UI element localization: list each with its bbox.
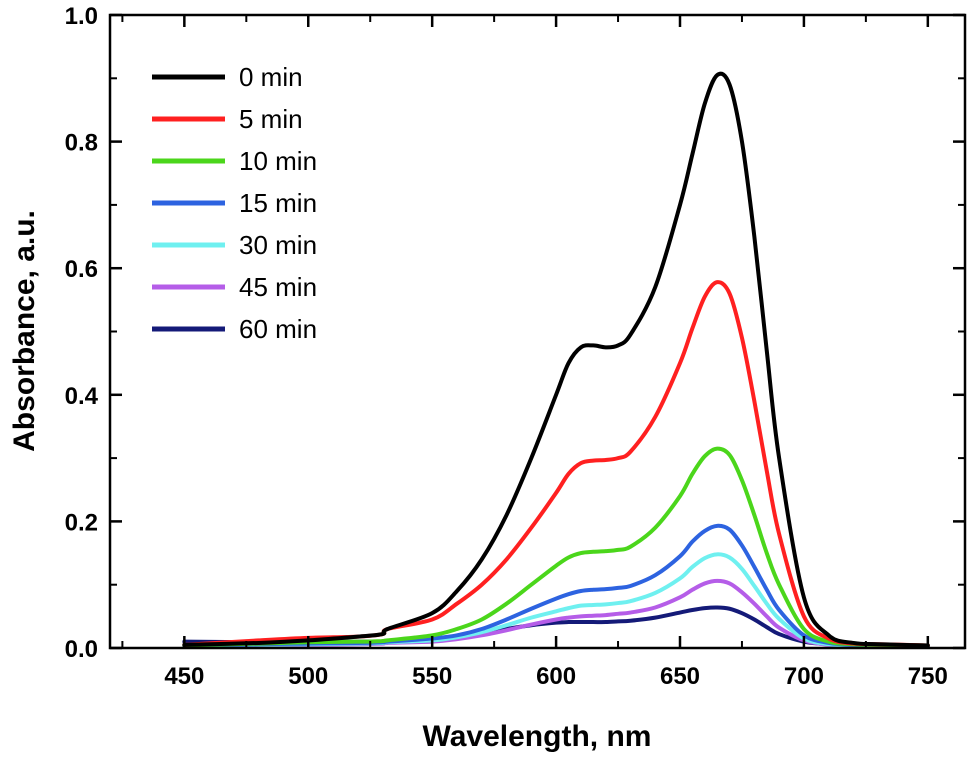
x-axis-title: Wavelength, nm	[423, 720, 652, 753]
y-tick-label: 0.6	[65, 256, 98, 283]
series-line-15-min	[182, 523, 930, 649]
series-lines	[182, 71, 930, 649]
y-tick-label: 0.0	[65, 636, 98, 663]
y-tick-label: 0.4	[65, 383, 99, 410]
x-tick-label: 550	[412, 663, 452, 690]
legend-label: 30 min	[239, 230, 317, 260]
series-line-0-min	[182, 71, 930, 648]
axis-ticks	[110, 13, 965, 650]
y-tick-label: 1.0	[65, 3, 98, 30]
y-tick-label: 0.8	[65, 130, 98, 157]
series-line-10-min	[182, 446, 930, 648]
legend-label: 10 min	[239, 146, 317, 176]
x-tick-label: 700	[784, 663, 824, 690]
legend-label: 0 min	[239, 62, 303, 92]
x-tick-label: 450	[164, 663, 204, 690]
legend: 0 min 5 min 10 min 15 min 30 min 45 min 60 min	[152, 62, 317, 344]
y-axis-title: Absorbance, a.u.	[8, 210, 41, 452]
legend-label: 45 min	[239, 272, 317, 302]
legend-label: 60 min	[239, 314, 317, 344]
legend-label: 5 min	[239, 104, 303, 134]
x-tick-label: 500	[288, 663, 328, 690]
legend-label: 15 min	[239, 188, 317, 218]
x-tick-label: 650	[660, 663, 700, 690]
tick-labels: 450 500 550 600 650 700 750 0.0 0.2 0.4 0.6 0.8 1.0	[65, 3, 948, 690]
y-tick-label: 0.2	[65, 509, 98, 536]
x-tick-label: 750	[908, 663, 948, 690]
x-tick-label: 600	[536, 663, 576, 690]
